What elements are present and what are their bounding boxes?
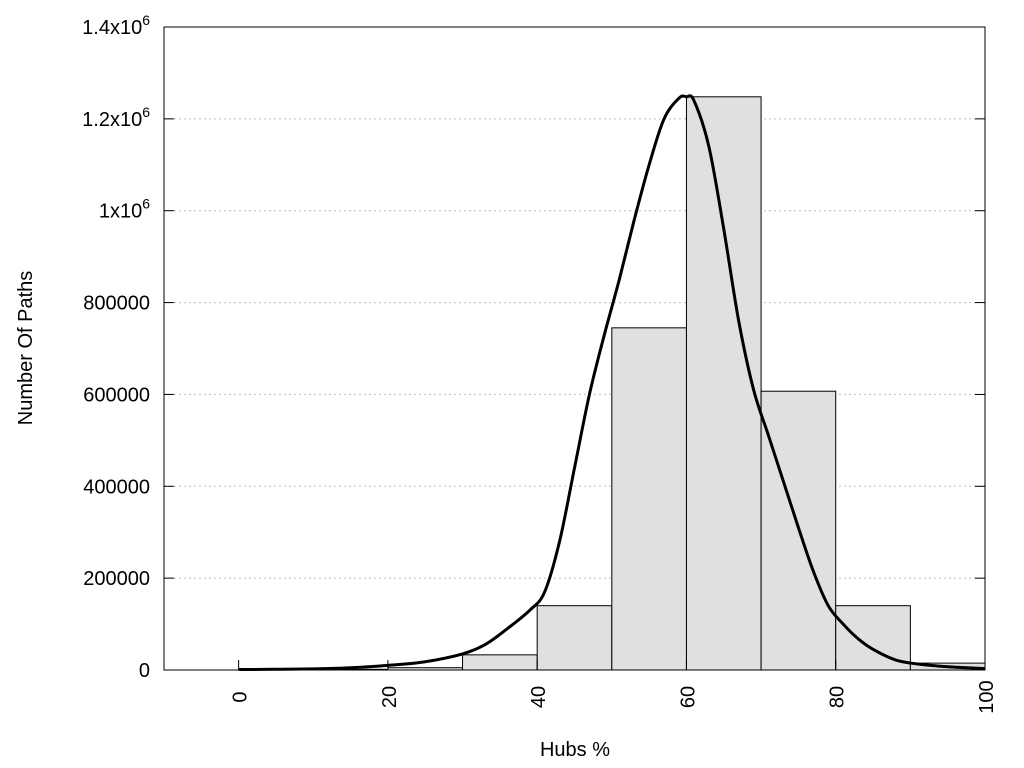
y-axis-label: Number Of Paths (15, 271, 37, 426)
y-tick-label: 800000 (83, 293, 150, 315)
histogram-bar (462, 654, 538, 671)
histogram-bar (760, 390, 837, 671)
histogram-bar (685, 96, 762, 671)
fit-curve (238, 94, 986, 672)
gridlines (164, 118, 985, 579)
y-tick-label: 400000 (83, 476, 150, 498)
y-axis-ticks: 0 200000 400000 600000 800000 1x106 1.2x106 1.4… (82, 12, 985, 682)
histogram-bar (611, 327, 687, 671)
x-tick-label: 40 (528, 686, 550, 708)
y-tick-label: 600000 (83, 384, 150, 406)
x-axis-ticks: 0 20 40 60 80 100 (230, 660, 998, 714)
histogram-bar (536, 605, 613, 671)
x-tick-label: 60 (677, 686, 699, 708)
x-axis-label: Hubs % (540, 739, 610, 761)
y-tick-label: 1.4x106 (82, 12, 150, 39)
plot-frame (163, 26, 986, 671)
x-tick-label: 0 (230, 691, 252, 702)
y-tick-label: 200000 (83, 568, 150, 590)
x-tick-label: 80 (827, 686, 849, 708)
fit-curve-layer (238, 94, 986, 672)
x-tick-label: 20 (379, 686, 401, 708)
y-tick-label: 0 (139, 660, 150, 682)
y-tick-label: 1.2x106 (82, 104, 150, 131)
y-tick-label: 1x106 (99, 196, 150, 223)
x-tick-label: 100 (976, 680, 998, 713)
bars (238, 96, 986, 671)
